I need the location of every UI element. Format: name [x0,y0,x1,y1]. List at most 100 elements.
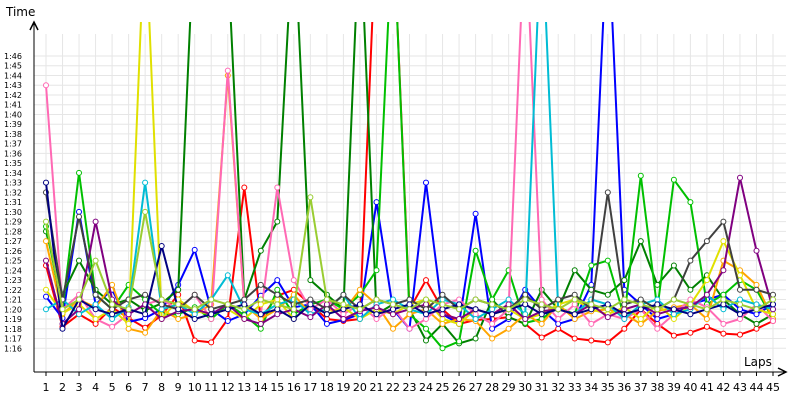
x-tick-label: 32 [551,381,565,394]
data-point [439,296,446,303]
x-tick-label: 5 [109,381,116,394]
data-point [505,325,512,332]
y-tick-label: 1:26 [4,247,22,256]
y-tick-label: 1:33 [4,179,22,188]
data-point [92,218,99,225]
data-point [737,301,743,308]
data-point [439,311,446,318]
data-point [654,281,661,288]
data-point [720,296,727,303]
y-tick-label: 1:20 [4,305,22,314]
data-point [92,316,99,322]
data-point [737,286,743,293]
data-point [356,316,363,322]
x-tick-label: 2 [59,381,66,394]
y-tick-label: 1:27 [4,237,22,246]
data-point [737,272,743,279]
data-point [571,311,578,318]
data-point [753,311,760,318]
data-point [439,345,446,352]
data-point [472,296,479,303]
data-point [224,272,231,279]
data-point [654,296,661,303]
y-tick-label: 1:35 [4,159,22,168]
y-tick-label: 1:43 [4,81,22,90]
data-point [109,311,116,318]
data-point [373,296,380,303]
data-point [340,291,347,298]
data-point [373,304,380,311]
data-point [621,306,628,313]
data-point [555,316,562,322]
data-point [390,311,396,318]
x-tick-labels: 1 2 3 4 5 6 7 8 9 10 11 12 13 14 15 16 17 18 19 20 21 22 23 24 2… [43,381,781,394]
data-point [588,262,595,269]
data-point [224,301,231,308]
x-tick-label: 23 [403,381,417,394]
x-tick-label: 36 [617,381,631,394]
y-tick-label: 1:25 [4,257,22,266]
data-point [307,277,314,284]
data-point [770,301,776,308]
data-point [670,332,677,339]
data-point [439,291,446,298]
x-tick-label: 41 [700,381,714,394]
data-point [43,238,49,245]
data-point [290,306,297,313]
data-point [224,67,231,74]
data-point [307,194,314,201]
data-point [604,291,611,298]
data-point [670,176,677,183]
x-tick-label: 4 [92,381,99,394]
data-point [505,301,512,308]
data-point [257,301,264,308]
data-point [241,301,248,308]
data-point [307,301,314,308]
series-12 [43,194,776,313]
x-tick-label: 20 [353,381,367,394]
data-point [323,311,330,318]
data-point [703,316,710,322]
y-tick-label: 1:40 [4,110,22,119]
data-point [274,291,281,298]
data-point [456,316,463,322]
y-tick-label: 1:45 [4,62,22,71]
data-point [737,306,743,313]
data-point [125,325,132,332]
x-tick-label: 18 [320,381,334,394]
data-point [604,301,611,308]
data-point [43,82,49,89]
y-axis-title: Time [5,5,35,19]
y-tick-label: 1:32 [4,188,22,197]
data-point [753,301,760,308]
data-point [208,296,215,303]
data-point [489,325,496,332]
data-point [720,267,727,274]
y-tick-label: 1:22 [4,286,22,295]
data-point [109,316,116,322]
x-tick-label: 1 [43,381,50,394]
data-point [670,316,677,322]
data-point [753,325,760,332]
data-point [125,306,132,313]
y-tick-label: 1:44 [4,71,22,80]
data-point [274,301,281,308]
data-point [538,306,545,313]
data-point [439,316,446,322]
data-point [522,291,529,298]
data-point [356,286,363,293]
data-point [604,314,611,321]
data-point [406,296,413,303]
data-point [43,257,49,264]
data-point [654,306,661,313]
data-point [208,339,215,346]
data-point [323,320,330,327]
data-point [571,335,578,342]
x-tick-label: 22 [386,381,400,394]
data-point [406,306,413,313]
data-point [621,296,628,303]
data-point [340,301,347,308]
data-point [753,286,760,293]
data-point [571,301,578,308]
data-point [737,316,743,322]
